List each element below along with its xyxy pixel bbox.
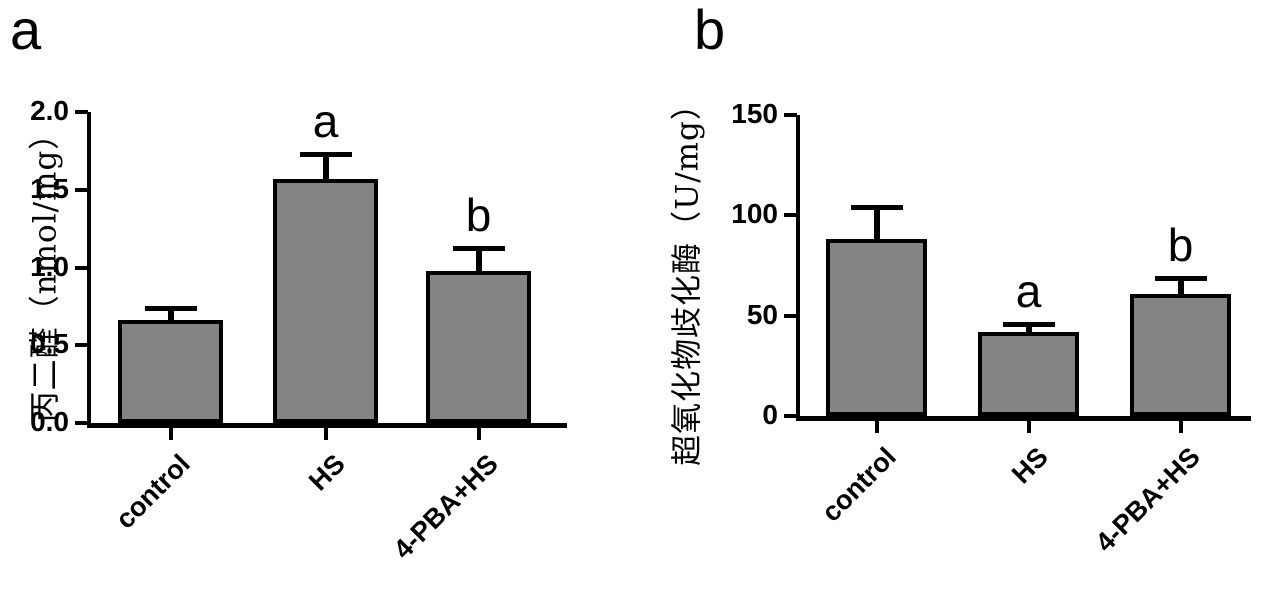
x-tick-label: control (815, 441, 902, 528)
x-tick (168, 428, 173, 440)
x-tick-label: 4-PBA+HS (387, 448, 504, 565)
y-tick-label: 50 (746, 298, 778, 330)
error-bar-stem (475, 245, 482, 275)
y-tick (784, 414, 797, 418)
y-axis-line (796, 115, 800, 421)
bar-control (826, 239, 927, 416)
y-tick-label: 0.0 (30, 406, 69, 437)
error-bar-stem (1177, 275, 1184, 298)
x-axis-line (796, 416, 1251, 421)
bar-4-pba+hs (426, 270, 531, 423)
significance-letter: b (1167, 218, 1194, 271)
x-tick-label: 4-PBA+HS (1089, 441, 1206, 558)
x-tick-label: HS (302, 448, 351, 497)
x-tick (1026, 421, 1031, 433)
y-tick-label: 2.0 (30, 95, 69, 126)
error-bar-stem (322, 152, 329, 183)
error-bar-cap (299, 152, 352, 158)
y-tick (75, 187, 88, 192)
x-tick (323, 428, 328, 440)
x-tick (476, 428, 481, 440)
y-axis-label-b: 超氧化物歧化酶（U/mg） (669, 88, 706, 466)
plot-area-a: 0.0 0.5 1.0 1.5 2.0 control a HS b 4-PBA+HS (30, 97, 567, 565)
error-bar-cap (452, 245, 505, 251)
y-tick (75, 343, 88, 348)
x-tick-label: control (109, 448, 196, 535)
bar-hs (273, 178, 378, 423)
y-axis-line (87, 112, 91, 428)
y-tick (784, 313, 797, 318)
y-tick-label: 100 (731, 198, 778, 230)
y-tick-label: 150 (731, 98, 778, 129)
y-tick-label: 0.5 (30, 328, 69, 360)
plot-area-b: 0 50 100 150 control a HS b 4-PBA+HS (731, 100, 1251, 558)
panel-letter-a: a (10, 0, 42, 61)
significance-letter: a (1015, 264, 1042, 317)
x-tick-label: HS (1005, 441, 1054, 490)
error-bar-stem (873, 205, 880, 244)
figure: a 丙二醛（nmol/mg） 0.0 0.5 1.0 1.5 2.0 control a HS… (10, 0, 1251, 565)
significance-letter: a (312, 95, 339, 148)
error-bar-cap (850, 205, 903, 211)
error-bar-stem (167, 306, 174, 325)
x-axis-line (87, 423, 567, 428)
panel-letter-b: b (694, 0, 726, 61)
y-tick-label: 1.0 (30, 250, 69, 282)
y-tick (784, 113, 797, 117)
error-bar-cap (1154, 275, 1207, 281)
y-tick-label: 0 (762, 399, 778, 430)
bar-4-pba+hs (1130, 293, 1231, 416)
y-tick (75, 421, 88, 425)
x-tick (1178, 421, 1183, 433)
y-tick (75, 265, 88, 270)
y-tick-label: 1.5 (30, 172, 69, 204)
error-bar-cap (144, 306, 197, 312)
bar-control (118, 320, 223, 423)
y-tick (784, 213, 797, 218)
error-bar-stem (1025, 321, 1032, 336)
bar-hs (978, 331, 1079, 416)
x-tick (874, 421, 879, 433)
significance-letter: b (465, 188, 492, 241)
y-tick (75, 110, 88, 114)
error-bar-cap (1002, 321, 1055, 327)
